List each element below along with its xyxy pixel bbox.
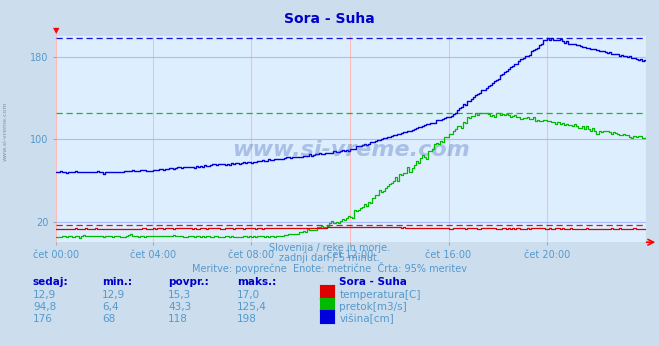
Text: povpr.:: povpr.:: [168, 277, 209, 288]
Text: 12,9: 12,9: [33, 290, 56, 300]
Text: 198: 198: [237, 314, 257, 324]
Text: www.si-vreme.com: www.si-vreme.com: [3, 102, 8, 161]
Text: Sora - Suha: Sora - Suha: [339, 277, 407, 288]
Text: temperatura[C]: temperatura[C]: [339, 290, 421, 300]
Text: višina[cm]: višina[cm]: [339, 313, 394, 324]
Text: 68: 68: [102, 314, 115, 324]
Text: 43,3: 43,3: [168, 302, 191, 312]
Text: www.si-vreme.com: www.si-vreme.com: [232, 139, 470, 160]
Text: Meritve: povprečne  Enote: metrične  Črta: 95% meritev: Meritve: povprečne Enote: metrične Črta:…: [192, 262, 467, 274]
Text: 176: 176: [33, 314, 53, 324]
Text: zadnji dan / 5 minut.: zadnji dan / 5 minut.: [279, 253, 380, 263]
Text: 94,8: 94,8: [33, 302, 56, 312]
Text: ▼: ▼: [53, 26, 59, 35]
Text: 125,4: 125,4: [237, 302, 267, 312]
Text: 118: 118: [168, 314, 188, 324]
Text: Sora - Suha: Sora - Suha: [284, 12, 375, 26]
Text: pretok[m3/s]: pretok[m3/s]: [339, 302, 407, 312]
Text: 17,0: 17,0: [237, 290, 260, 300]
Text: 15,3: 15,3: [168, 290, 191, 300]
Text: maks.:: maks.:: [237, 277, 277, 288]
Text: min.:: min.:: [102, 277, 132, 288]
Text: 12,9: 12,9: [102, 290, 125, 300]
Text: 6,4: 6,4: [102, 302, 119, 312]
Text: Slovenija / reke in morje.: Slovenija / reke in morje.: [269, 243, 390, 253]
Text: sedaj:: sedaj:: [33, 277, 69, 288]
